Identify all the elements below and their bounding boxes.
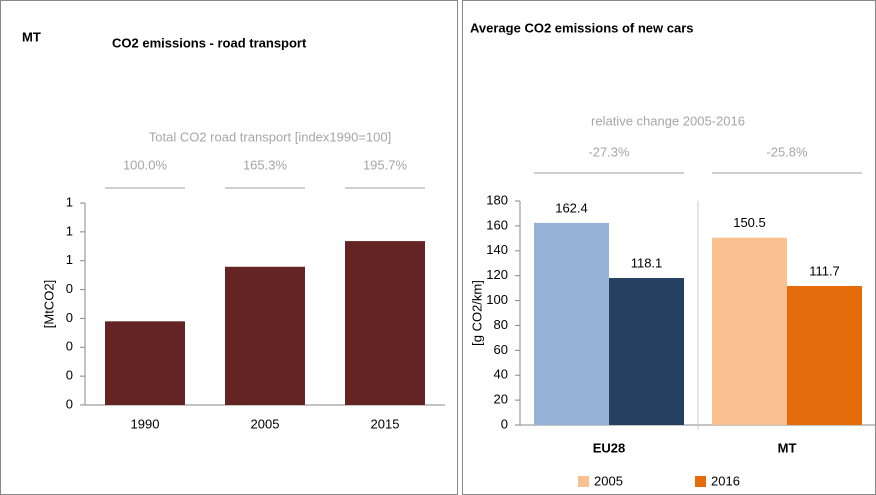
value-label: 111.7 (809, 263, 840, 278)
bar (534, 222, 609, 425)
y-tick-label: 0 (66, 310, 73, 325)
y-axis-label: [MtCO2] (41, 280, 56, 328)
y-tick-label: 1 (66, 252, 73, 267)
x-tick-label: EU28 (593, 440, 626, 455)
bar (712, 237, 787, 425)
y-tick-label: 1 (66, 194, 73, 209)
y-tick-label: 0 (66, 368, 73, 383)
value-label: 162.4 (555, 200, 588, 215)
legend-label: 2016 (711, 473, 740, 488)
annotation: 195.7% (363, 157, 408, 172)
chart-title: CO2 emissions - road transport (112, 35, 307, 50)
value-label: 118.1 (631, 255, 663, 270)
annotation: -27.3% (588, 144, 630, 159)
subtitle: relative change 2005-2016 (591, 113, 745, 128)
annotation: 165.3% (243, 157, 288, 172)
y-tick-label: 120 (486, 267, 508, 282)
y-tick-label: 60 (494, 342, 508, 357)
annotation: 100.0% (123, 157, 168, 172)
y-tick-label: 1 (66, 223, 73, 238)
x-tick-label: 1990 (131, 416, 160, 431)
annotation: -25.8% (766, 144, 808, 159)
x-tick-label: 2005 (251, 416, 280, 431)
legend-label: 2005 (594, 473, 623, 488)
y-tick-label: 0 (66, 396, 73, 411)
bar (105, 321, 185, 405)
country-label: MT (22, 29, 41, 44)
y-tick-label: 0 (66, 339, 73, 354)
bar (345, 241, 425, 405)
y-tick-label: 0 (66, 281, 73, 296)
value-label: 150.5 (733, 215, 766, 230)
y-tick-label: 40 (494, 367, 508, 382)
y-tick-label: 140 (486, 242, 508, 257)
y-axis-label: [g CO2/km] (469, 280, 484, 346)
y-tick-label: 160 (486, 217, 508, 232)
y-tick-label: 180 (486, 192, 508, 207)
subtitle: Total CO2 road transport [index1990=100] (149, 129, 391, 144)
x-tick-label: 2015 (371, 416, 400, 431)
y-tick-label: 100 (486, 292, 508, 307)
y-tick-label: 80 (494, 317, 508, 332)
legend-swatch (695, 476, 706, 487)
x-tick-label: MT (778, 440, 797, 455)
y-tick-label: 0 (501, 416, 508, 431)
legend-swatch (578, 476, 589, 487)
bar (225, 266, 305, 405)
y-tick-label: 20 (494, 392, 508, 407)
chart-title: Average CO2 emissions of new cars (470, 20, 694, 35)
bar (609, 278, 684, 425)
bar (787, 285, 862, 425)
